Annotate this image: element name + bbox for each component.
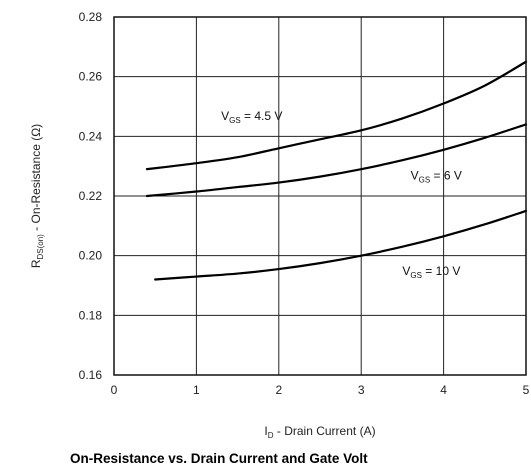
x-tick-label: 3 [358,383,365,397]
series-line-vgs-10 [154,209,528,281]
y-tick-label: 0.24 [79,129,103,143]
series-lines [145,60,528,281]
x-tick-label: 4 [440,383,447,397]
y-tick-label: 0.20 [79,249,103,263]
series-label-vgs-10: VGS = 10 V [402,264,460,280]
x-axis-label: ID - Drain Current (A) [264,424,375,440]
y-tick-label: 0.28 [79,10,103,24]
series-labels: VGS = 4.5 V VGS = 6 V VGS = 10 V [221,109,462,280]
series-line-vgs-4p5 [145,60,528,171]
series-label-vgs-4p5: VGS = 4.5 V [221,109,282,125]
y-axis-label: RDS(on) - On-Resistance (Ω) [29,124,45,268]
y-tick-label: 0.26 [79,70,103,84]
x-tick-label: 1 [193,383,200,397]
plot-frame [113,16,527,376]
series-label-vgs-6: VGS = 6 V [411,169,462,185]
y-tick-label: 0.18 [79,308,103,322]
y-tick-label: 0.16 [79,368,103,382]
y-tick-label: 0.22 [79,189,103,203]
chart-title: On-Resistance vs. Drain Current and Gate… [70,451,368,466]
series-line-vgs-6 [145,123,528,198]
x-tick-label: 2 [275,383,282,397]
x-tick-label: 0 [111,383,118,397]
grid-lines [114,17,526,375]
y-tick-labels: 0.16 0.18 0.20 0.22 0.24 0.26 0.28 [79,10,103,382]
x-tick-labels: 0 1 2 3 4 5 [111,383,530,397]
x-tick-label: 5 [523,383,530,397]
